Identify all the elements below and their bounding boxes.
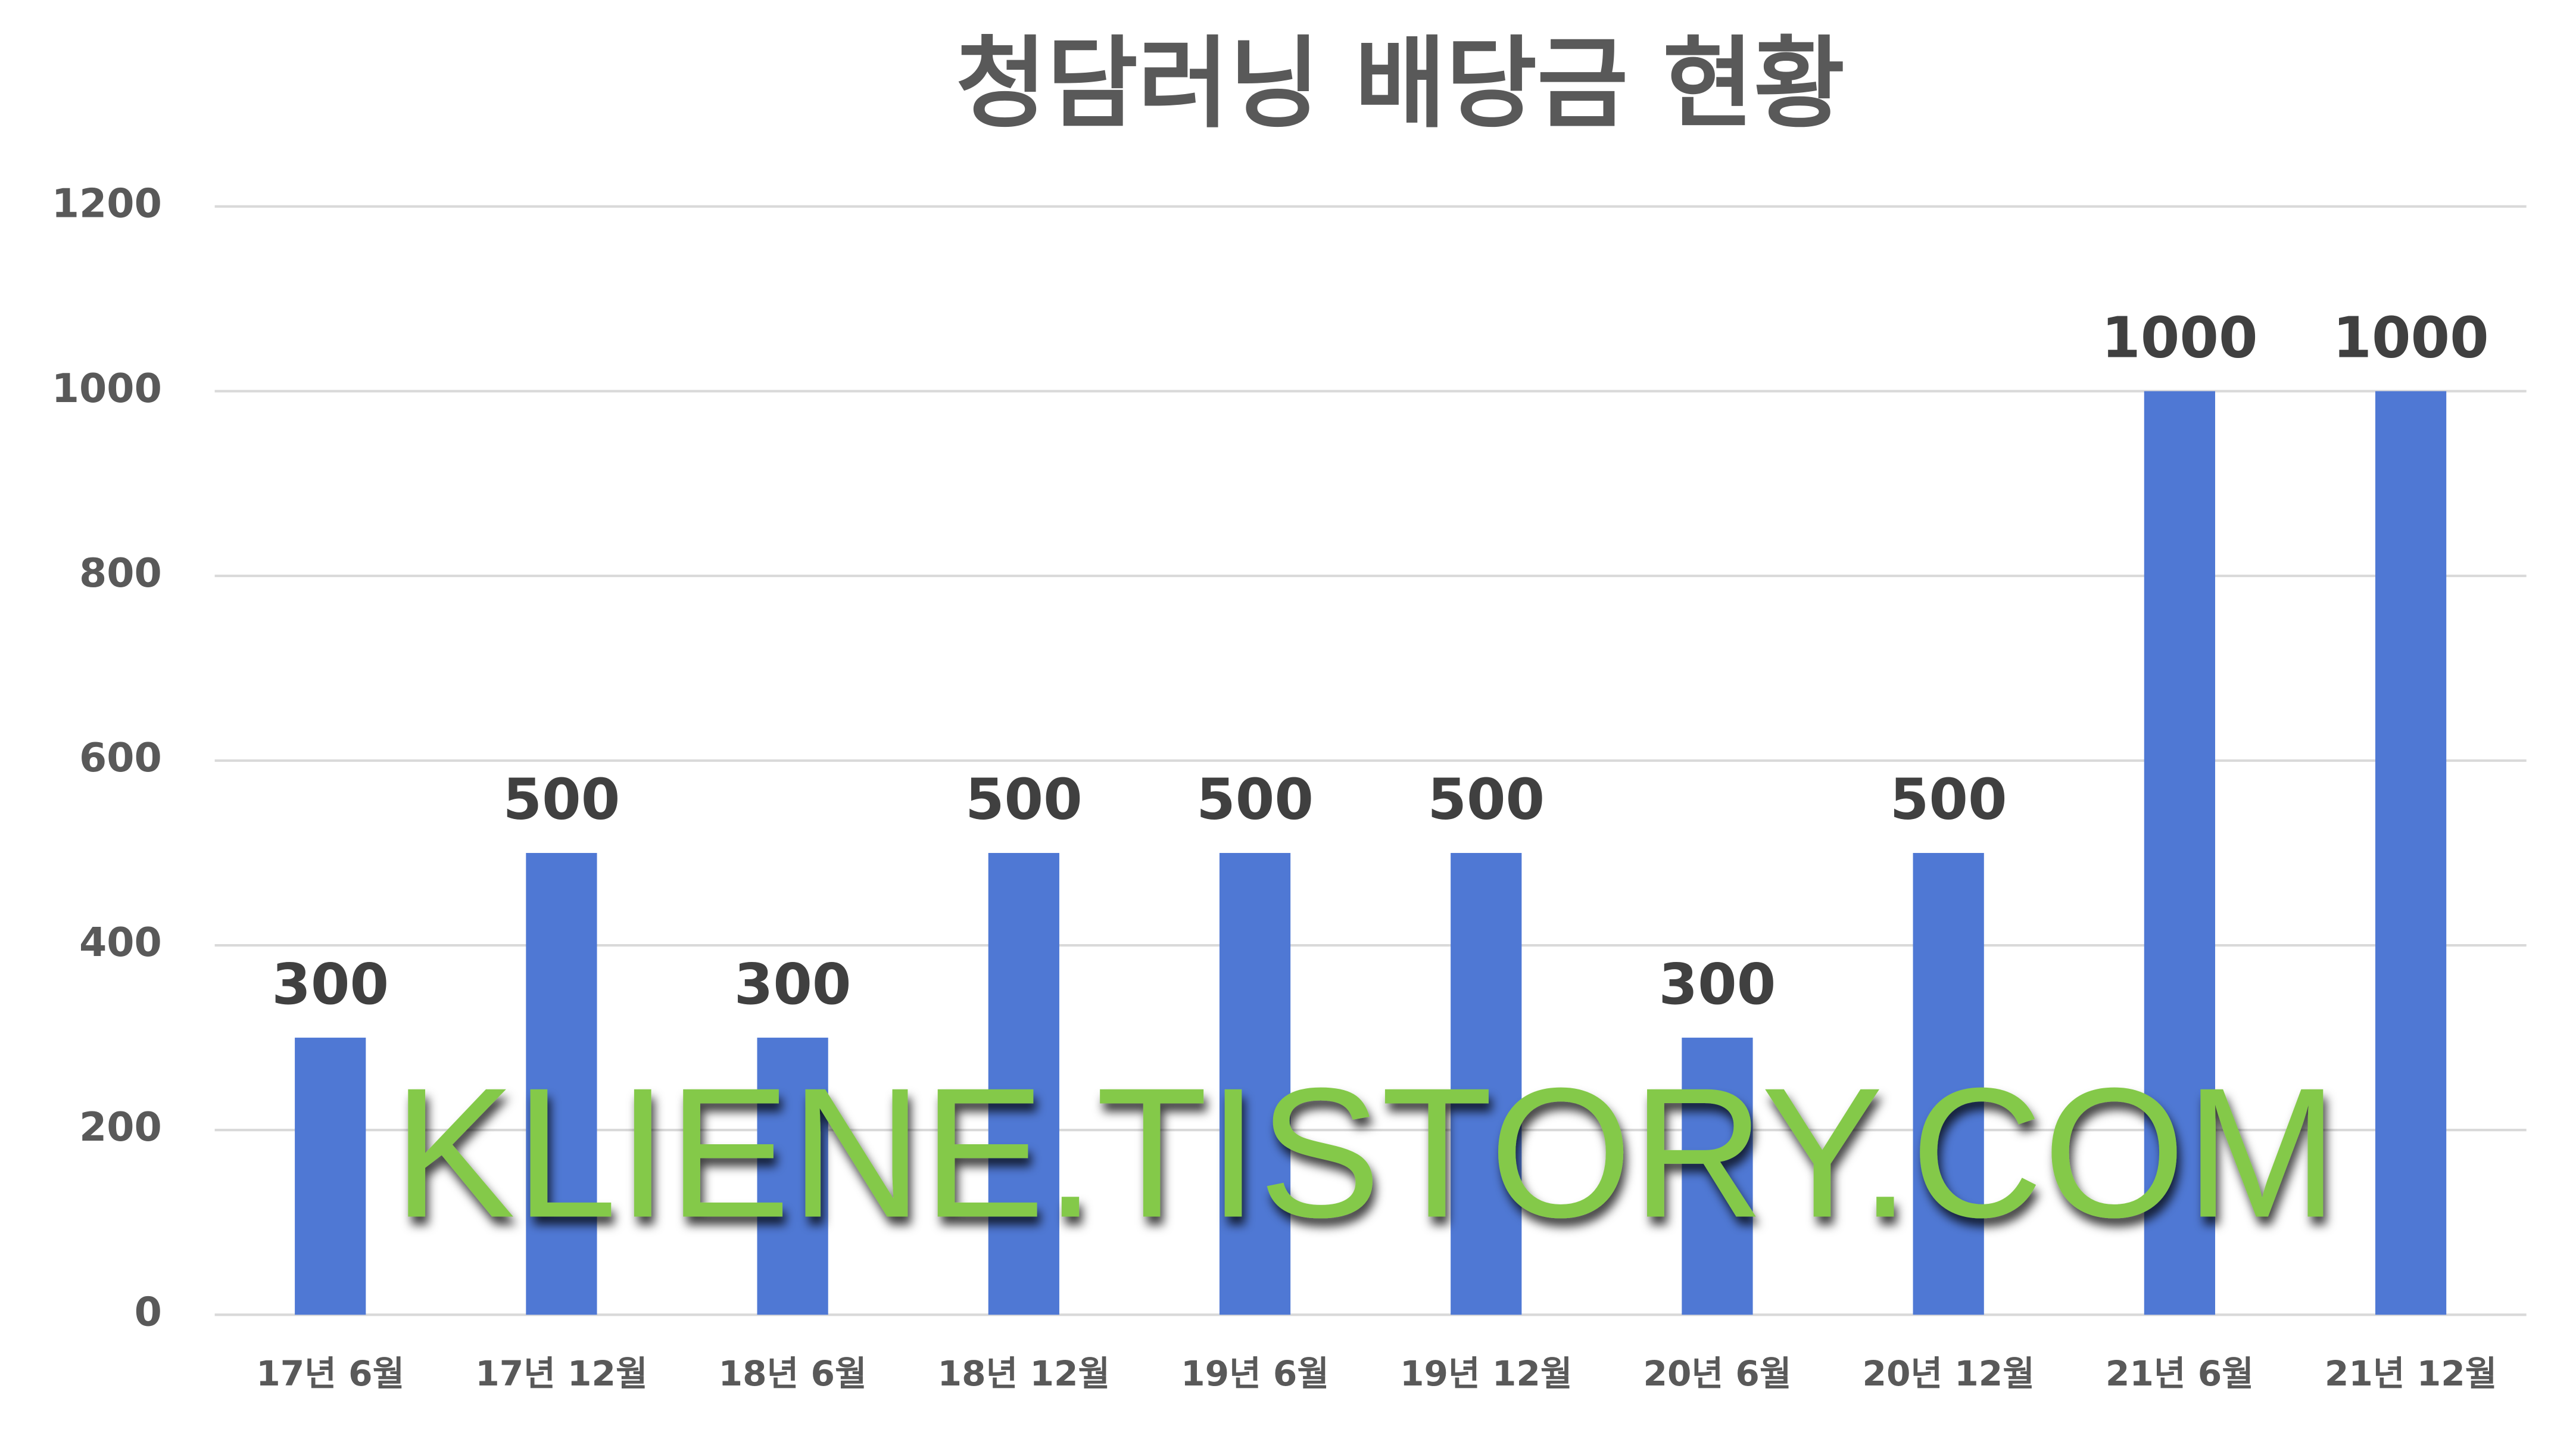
value-label: 500 (1196, 767, 1314, 833)
bar (295, 1038, 366, 1315)
value-label: 300 (272, 952, 389, 1017)
bar (1219, 852, 1291, 1315)
value-label: 300 (1659, 952, 1776, 1017)
bar (526, 852, 597, 1315)
x-tick-label: 20년 12월 (1862, 1353, 2034, 1394)
x-tick-label: 19년 12월 (1400, 1353, 1572, 1394)
value-label: 500 (503, 767, 620, 833)
value-label: 500 (1890, 767, 2007, 833)
x-tick-label: 21년 12월 (2325, 1353, 2497, 1394)
y-tick-label: 1000 (52, 365, 162, 412)
value-label: 300 (734, 952, 852, 1017)
y-tick-label: 0 (135, 1288, 162, 1335)
x-tick-label: 18년 6월 (719, 1353, 867, 1394)
watermark: KLIENE.TISTORY.COM (393, 1049, 2338, 1256)
x-tick-label: 19년 6월 (1181, 1353, 1329, 1394)
bar (988, 852, 1059, 1315)
bar (2375, 391, 2447, 1315)
value-label: 500 (965, 767, 1083, 833)
x-tick-label: 17년 12월 (475, 1353, 647, 1394)
y-tick-label: 800 (79, 550, 162, 596)
y-tick-label: 600 (79, 734, 162, 781)
value-label: 1000 (2332, 305, 2488, 370)
bar (2144, 391, 2215, 1315)
y-tick-label: 400 (79, 919, 162, 966)
y-tick-label: 1200 (52, 180, 162, 227)
bar (1682, 1038, 1753, 1315)
x-tick-label: 21년 6월 (2106, 1353, 2254, 1394)
bar (1451, 852, 1522, 1315)
bar (1913, 852, 1984, 1315)
x-tick-label: 18년 12월 (938, 1353, 1110, 1394)
value-label: 1000 (2101, 305, 2257, 370)
x-tick-label: 17년 6월 (256, 1353, 404, 1394)
value-label: 500 (1427, 767, 1545, 833)
x-tick-label: 20년 6월 (1643, 1353, 1791, 1394)
bar (757, 1038, 828, 1315)
chart-title: 청담러닝 배당금 현황 (956, 27, 1845, 142)
y-tick-label: 200 (79, 1104, 162, 1150)
